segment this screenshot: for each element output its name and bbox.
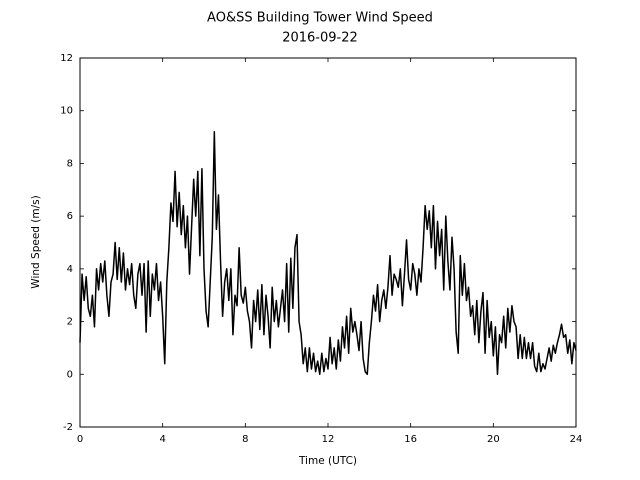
y-tick-label: -2 bbox=[63, 422, 73, 433]
chart-title: AO&SS Building Tower Wind Speed bbox=[207, 11, 433, 26]
y-tick-label: 10 bbox=[60, 106, 73, 117]
x-tick-label: 4 bbox=[159, 434, 165, 445]
chart-subtitle: 2016-09-22 bbox=[282, 31, 358, 46]
x-axis-label: Time (UTC) bbox=[298, 455, 357, 467]
y-tick-label: 2 bbox=[67, 317, 73, 328]
y-tick-label: 8 bbox=[67, 158, 73, 169]
y-tick-label: 6 bbox=[67, 211, 73, 222]
y-axis-label: Wind Speed (m/s) bbox=[30, 195, 42, 288]
x-tick-label: 0 bbox=[77, 434, 83, 445]
x-tick-label: 16 bbox=[404, 434, 417, 445]
y-tick-label: 12 bbox=[60, 53, 73, 64]
x-tick-label: 8 bbox=[242, 434, 248, 445]
x-tick-label: 12 bbox=[322, 434, 335, 445]
plot-frame bbox=[79, 57, 577, 428]
y-tick-label: 0 bbox=[67, 369, 73, 380]
x-tick-label: 20 bbox=[487, 434, 500, 445]
y-tick-label: 4 bbox=[67, 264, 73, 275]
x-tick-label: 24 bbox=[570, 434, 583, 445]
data-line bbox=[79, 131, 577, 376]
